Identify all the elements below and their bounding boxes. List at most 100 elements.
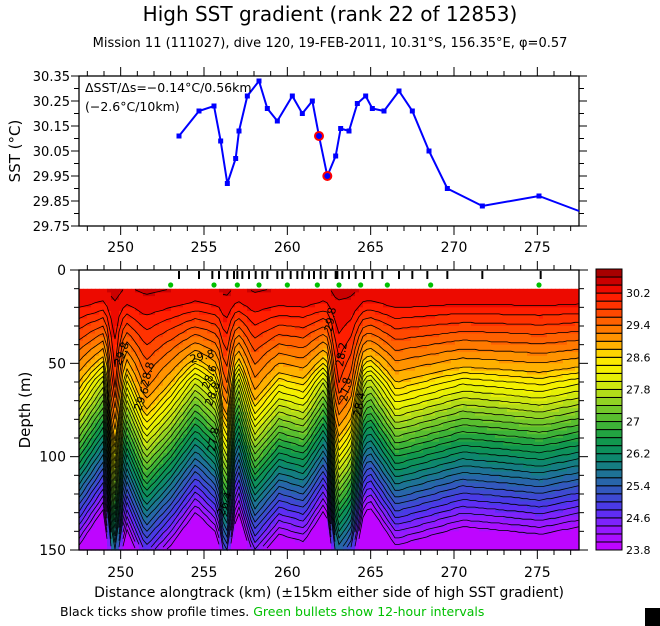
field-cell	[127, 486, 132, 495]
field-cell	[275, 538, 280, 551]
field-cell	[315, 363, 320, 372]
field-cell	[483, 441, 488, 450]
field-cell	[263, 538, 268, 547]
field-cell	[363, 452, 368, 458]
field-cell	[379, 322, 384, 331]
field-cell	[243, 467, 248, 476]
field-cell	[315, 501, 320, 510]
field-cell	[499, 389, 504, 398]
field-cell	[423, 438, 428, 443]
field-cell	[403, 359, 408, 372]
field-cell	[155, 535, 160, 544]
field-cell	[283, 456, 288, 465]
field-cell	[291, 538, 296, 551]
field-cell	[571, 385, 576, 394]
field-cell	[155, 426, 160, 435]
field-cell	[195, 329, 200, 338]
field-cell	[195, 385, 200, 394]
field-cell	[207, 471, 212, 480]
field-cell	[415, 479, 420, 488]
field-cell	[179, 527, 184, 532]
field-cell	[539, 516, 544, 521]
field-cell	[447, 370, 452, 379]
field-cell	[555, 505, 560, 514]
field-cell	[259, 456, 264, 461]
field-cell	[183, 479, 188, 488]
field-cell	[79, 434, 84, 443]
field-cell	[435, 445, 440, 454]
field-cell	[419, 497, 424, 506]
field-cell	[379, 512, 384, 517]
field-cell	[451, 374, 456, 383]
field-cell	[499, 344, 504, 353]
field-cell	[263, 505, 268, 514]
field-cell	[363, 497, 368, 506]
field-cell	[255, 479, 260, 488]
field-cell	[371, 303, 376, 312]
field-cell	[315, 523, 320, 551]
field-cell	[439, 430, 444, 439]
field-cell	[79, 340, 84, 349]
field-cell	[83, 408, 88, 417]
field-cell	[491, 490, 496, 499]
field-cell	[571, 426, 576, 435]
field-cell	[171, 467, 176, 476]
field-cell	[307, 344, 312, 357]
field-cell	[439, 333, 444, 346]
field-cell	[95, 389, 100, 398]
field-cell	[383, 475, 388, 484]
field-cell	[243, 460, 248, 469]
field-cell	[483, 288, 488, 308]
field-cell	[263, 456, 268, 465]
field-cell	[423, 389, 428, 398]
field-cell	[239, 426, 244, 435]
field-cell	[399, 546, 404, 551]
field-cell	[291, 367, 296, 379]
field-cell	[383, 408, 388, 417]
field-cell	[311, 359, 316, 372]
field-cell	[499, 456, 504, 465]
field-cell	[283, 318, 288, 327]
field-cell	[511, 490, 516, 499]
field-cell	[159, 359, 164, 372]
field-cell	[195, 303, 200, 312]
field-cell	[243, 434, 248, 443]
field-cell	[319, 434, 324, 443]
field-cell	[395, 404, 400, 413]
field-cell	[551, 445, 556, 454]
field-cell	[187, 501, 192, 510]
field-cell	[471, 460, 476, 469]
field-cell	[327, 337, 332, 346]
field-cell	[519, 288, 524, 308]
field-cell	[563, 396, 568, 402]
field-cell	[155, 404, 160, 413]
field-cell	[367, 393, 372, 402]
field-cell	[191, 352, 196, 361]
field-cell	[479, 374, 484, 383]
field-cell	[471, 501, 476, 510]
field-cell	[135, 370, 140, 383]
field-cell	[515, 464, 520, 473]
field-cell	[119, 535, 124, 544]
field-cell	[187, 322, 192, 331]
field-cell	[195, 404, 200, 413]
field-cell	[391, 419, 396, 428]
field-cell	[419, 494, 424, 499]
sst-point	[409, 108, 415, 114]
field-cell	[243, 520, 248, 529]
field-cell	[559, 516, 564, 525]
field-cell	[479, 400, 484, 409]
field-cell	[339, 434, 344, 443]
field-cell	[531, 445, 536, 454]
field-cell	[443, 344, 448, 353]
field-cell	[399, 340, 404, 353]
field-cell	[243, 344, 248, 357]
field-cell	[183, 348, 188, 361]
field-cell	[127, 508, 132, 517]
field-cell	[435, 501, 440, 510]
field-cell	[411, 393, 416, 402]
field-cell	[507, 486, 512, 491]
field-cell	[507, 396, 512, 405]
field-cell	[407, 426, 412, 435]
field-cell	[395, 505, 400, 514]
